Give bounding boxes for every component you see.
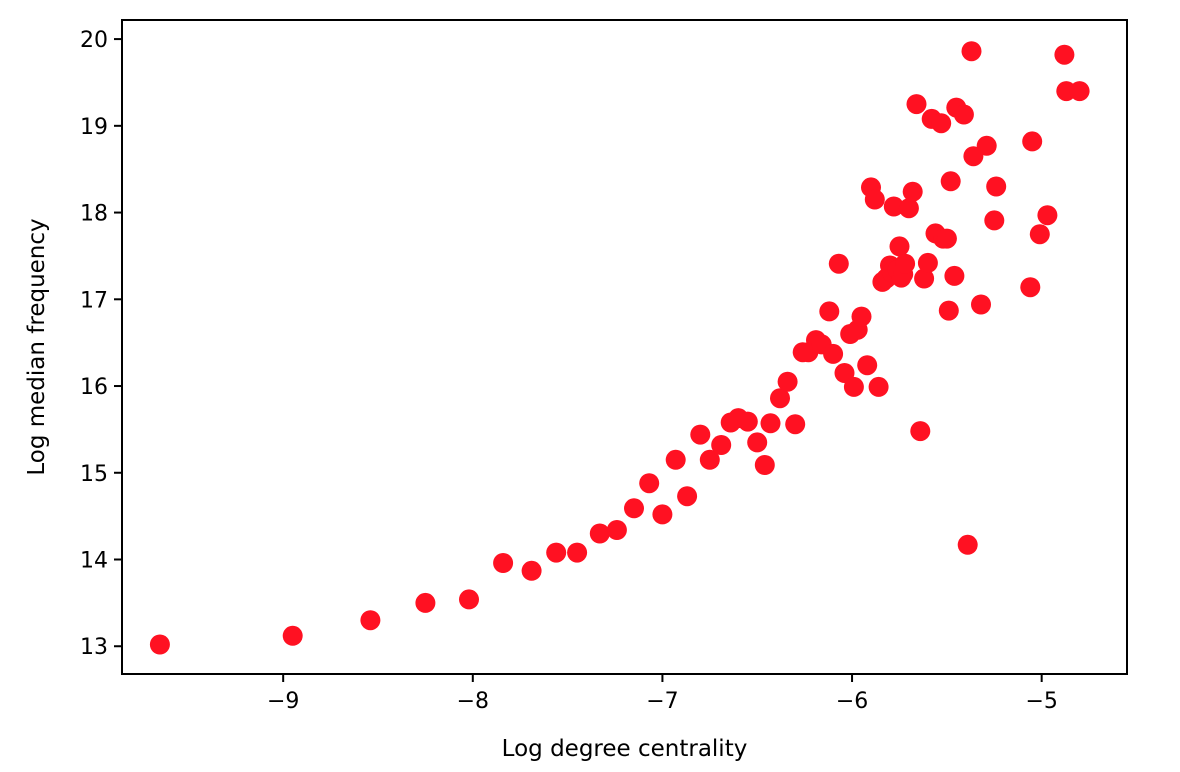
data-point (606, 520, 627, 540)
y-tick-label: 15 (80, 462, 108, 487)
data-point (1054, 44, 1075, 65)
data-point (936, 228, 957, 249)
data-point (770, 388, 790, 409)
data-point (976, 135, 997, 156)
x-tick-label: −8 (457, 689, 489, 714)
data-point (843, 376, 864, 397)
data-point (639, 473, 660, 494)
data-point (652, 504, 673, 525)
data-point (906, 94, 927, 115)
data-point (889, 236, 910, 257)
y-tick-label: 16 (80, 375, 108, 400)
data-point (940, 171, 961, 192)
data-point (737, 411, 758, 432)
y-axis-label: Log median frequency (24, 218, 50, 475)
data-point (857, 355, 878, 376)
data-point (711, 435, 732, 455)
y-tick-label: 14 (80, 549, 108, 574)
data-point (984, 210, 1005, 231)
data-point (1022, 131, 1043, 152)
data-point (589, 523, 610, 544)
data-point (690, 424, 711, 445)
plot-area-frame (121, 19, 1128, 675)
data-point (864, 189, 885, 210)
data-point (1020, 277, 1041, 298)
data-point (910, 421, 931, 442)
data-point (459, 589, 479, 610)
data-point (785, 414, 806, 435)
data-point (931, 113, 952, 134)
x-tick-label: −6 (836, 689, 868, 714)
x-tick-label: −7 (646, 689, 678, 714)
data-point (754, 455, 775, 475)
data-point (567, 542, 588, 563)
x-axis-label: Log degree centrality (502, 736, 748, 762)
data-point (914, 268, 935, 289)
y-tick-label: 17 (80, 288, 108, 313)
x-tick-label: −5 (1025, 689, 1057, 714)
data-point (868, 376, 889, 397)
data-point (971, 294, 991, 315)
data-point (957, 534, 978, 555)
y-tick-label: 20 (80, 28, 108, 53)
data-point (902, 181, 923, 202)
data-points (149, 41, 1090, 655)
data-point (521, 560, 542, 581)
data-point (823, 343, 844, 364)
data-point (917, 252, 938, 273)
y-axis-ticks: 13 14 15 16 17 18 19 20 (80, 28, 122, 660)
data-point (677, 486, 698, 507)
y-tick-label: 19 (80, 115, 108, 140)
data-point (895, 253, 916, 274)
data-point (282, 625, 303, 646)
data-point (665, 449, 686, 470)
data-point (851, 306, 872, 327)
data-point (961, 41, 982, 62)
data-point (1037, 205, 1058, 226)
data-point (415, 592, 436, 613)
data-point (493, 553, 514, 573)
data-point (747, 432, 768, 453)
data-point (546, 542, 567, 563)
data-point (624, 498, 644, 519)
x-tick-label: −9 (267, 689, 299, 714)
data-point (986, 176, 1007, 197)
data-point (938, 300, 959, 321)
data-point (760, 413, 781, 434)
data-point (777, 371, 798, 392)
data-point (699, 449, 720, 470)
data-point (953, 104, 974, 125)
x-axis-ticks: −9 −8 −7 −6 −5 (267, 674, 1058, 714)
data-point (883, 196, 904, 217)
y-tick-label: 13 (80, 635, 108, 660)
data-point (1029, 224, 1050, 245)
data-point (1069, 81, 1090, 102)
data-point (944, 265, 965, 286)
data-point (819, 301, 840, 322)
data-point (360, 610, 381, 631)
data-point (149, 634, 170, 655)
y-tick-label: 18 (80, 202, 108, 227)
data-point (898, 198, 919, 219)
data-point (828, 253, 849, 274)
